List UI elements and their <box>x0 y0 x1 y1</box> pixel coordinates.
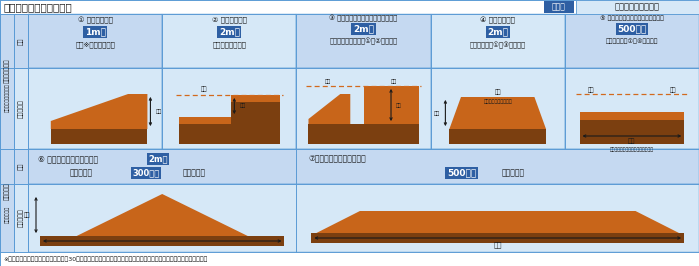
Text: ③ 盛土と切土を同時に行い、高さが: ③ 盛土と切土を同時に行い、高さが <box>329 14 398 22</box>
Text: ① 盛土で高さが: ① 盛土で高さが <box>78 16 113 24</box>
Bar <box>0 0 699 14</box>
Text: （土地の形質の変更）: （土地の形質の変更） <box>4 84 10 112</box>
Text: 青文字: 青文字 <box>552 2 566 11</box>
Text: ② 切土で高さが: ② 切土で高さが <box>212 17 247 23</box>
Text: 高さ: 高さ <box>434 110 440 115</box>
Text: イメージ図: イメージ図 <box>18 99 24 118</box>
Text: 特定盛土等規制区域: 特定盛土等規制区域 <box>614 2 659 11</box>
Bar <box>14 68 28 149</box>
Bar <box>431 14 565 68</box>
Polygon shape <box>449 129 546 144</box>
Bar <box>565 68 699 149</box>
Polygon shape <box>311 233 684 243</box>
Text: 高さ: 高さ <box>155 109 161 114</box>
Text: 500㎡超: 500㎡超 <box>447 168 476 177</box>
Polygon shape <box>308 94 350 124</box>
Text: （崖を生じないもの）: （崖を生じないもの） <box>483 98 512 103</box>
Bar <box>544 1 574 13</box>
Bar <box>162 14 296 68</box>
Polygon shape <box>179 124 280 144</box>
Text: 高さ: 高さ <box>24 212 30 218</box>
Text: 盛土: 盛土 <box>325 78 331 84</box>
Bar <box>296 68 431 149</box>
Bar <box>14 149 28 184</box>
Text: 切土: 切土 <box>670 87 676 93</box>
Text: 要件: 要件 <box>18 37 24 45</box>
Bar <box>28 149 699 184</box>
Polygon shape <box>308 124 419 144</box>
Text: ⑦最大時に堆積する面積が: ⑦最大時に堆積する面積が <box>308 155 366 164</box>
Text: となるもの: となるもの <box>183 168 206 177</box>
Text: ⑥ 最大時に堆積する高さが: ⑥ 最大時に堆積する高さが <box>38 155 98 164</box>
Text: ④ 盛土で高さが: ④ 盛土で高さが <box>480 16 515 24</box>
Text: となるもの（①～④を除く）: となるもの（①～④を除く） <box>605 38 658 44</box>
Text: 面積: 面積 <box>493 242 502 248</box>
Text: ※「崖」とは、地表面が水平面に対し30度を超える角度をなす土地で、硬岩盤（風化の著しいものを除く）以外のもの: ※「崖」とは、地表面が水平面に対し30度を超える角度をなす土地で、硬岩盤（風化の… <box>3 256 208 262</box>
Bar <box>162 68 296 149</box>
Bar <box>0 149 14 252</box>
Bar <box>28 14 162 68</box>
Text: 切土: 切土 <box>201 86 208 92</box>
Text: となるもの: となるもの <box>501 168 524 177</box>
Text: 300㎡超: 300㎡超 <box>132 168 159 177</box>
Text: 盛土: 盛土 <box>588 87 594 93</box>
Polygon shape <box>231 95 280 102</box>
Text: かつ面積が: かつ面積が <box>70 168 93 177</box>
Text: 高さ: 高さ <box>239 103 245 109</box>
Text: 2m超: 2m超 <box>353 24 374 34</box>
Bar <box>0 252 699 266</box>
Text: の崖を生ずるもの: の崖を生ずるもの <box>212 42 246 48</box>
Text: （一時堆積）: （一時堆積） <box>4 205 10 223</box>
Polygon shape <box>579 112 684 144</box>
Text: 2m超: 2m超 <box>487 27 508 36</box>
Bar <box>28 68 162 149</box>
Polygon shape <box>40 194 284 236</box>
Text: 盛土: 盛土 <box>494 89 501 95</box>
Polygon shape <box>579 112 684 120</box>
Bar <box>0 14 14 149</box>
Bar <box>28 184 699 252</box>
Text: 2m超: 2m超 <box>148 155 168 164</box>
Text: ⑤ 盛土又は切土をする土地の面積が: ⑤ 盛土又は切土をする土地の面積が <box>600 15 664 21</box>
Text: （盛土又は切土のみの場合も含む）: （盛土又は切土のみの場合も含む） <box>610 148 654 152</box>
Polygon shape <box>231 102 280 124</box>
Text: の崖を生ずるもの（①、②を除く）: の崖を生ずるもの（①、②を除く） <box>329 38 398 45</box>
Polygon shape <box>363 86 419 124</box>
Polygon shape <box>179 117 231 124</box>
Text: となるもの（①、③を除く）: となるもの（①、③を除く） <box>470 41 526 49</box>
Text: 面積: 面積 <box>628 138 635 144</box>
Text: 500㎡超: 500㎡超 <box>617 24 647 34</box>
Bar <box>14 14 28 68</box>
Polygon shape <box>51 129 147 144</box>
Polygon shape <box>317 211 679 233</box>
Text: 切土: 切土 <box>391 78 398 84</box>
Bar <box>296 14 431 68</box>
Bar <box>576 0 699 14</box>
Bar <box>565 14 699 68</box>
Text: の崖※を生ずるもの: の崖※を生ずるもの <box>75 42 115 48</box>
Text: 1m超: 1m超 <box>85 27 106 36</box>
Polygon shape <box>40 236 284 246</box>
Text: 土石の堆積: 土石の堆積 <box>4 182 10 200</box>
Text: イメージ図: イメージ図 <box>18 209 24 227</box>
Bar <box>431 68 565 149</box>
Bar <box>14 184 28 252</box>
Text: 届出を要する工事の規模: 届出を要する工事の規模 <box>3 2 72 12</box>
Text: 2m超: 2m超 <box>219 27 240 36</box>
Polygon shape <box>449 97 546 129</box>
Text: 土地の形質変更: 土地の形質変更 <box>4 59 10 83</box>
Text: 要件: 要件 <box>18 163 24 170</box>
Polygon shape <box>51 94 147 129</box>
Text: 高さ: 高さ <box>396 102 402 107</box>
